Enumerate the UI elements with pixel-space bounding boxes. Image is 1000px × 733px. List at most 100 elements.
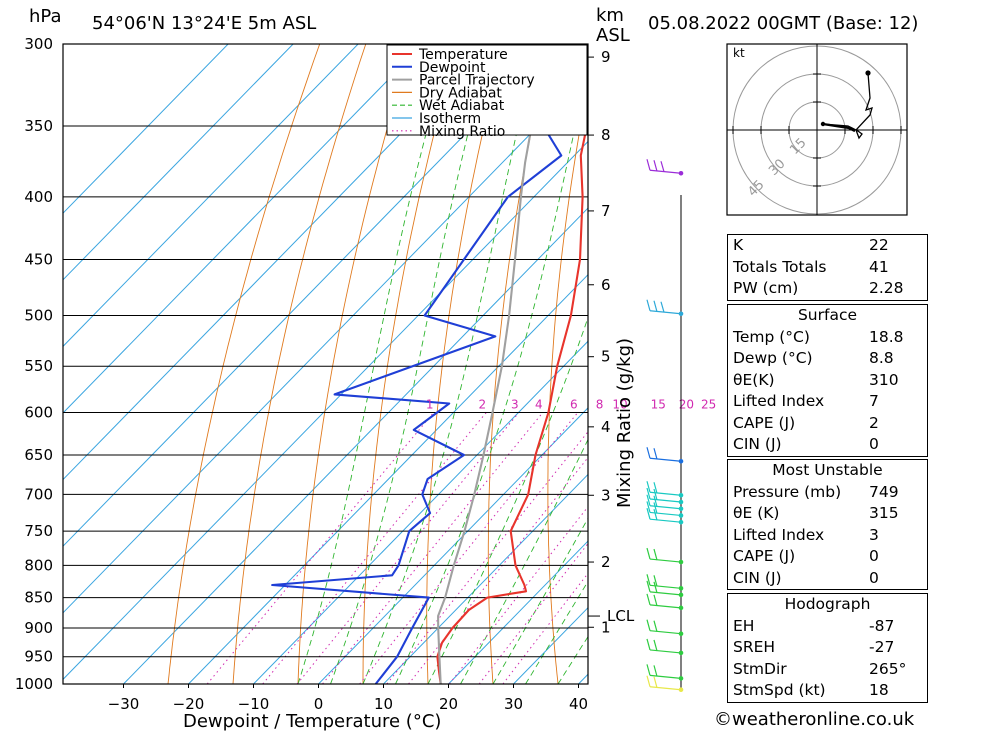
height-tick-label: 3 — [601, 486, 611, 504]
wind-level-dot — [678, 631, 684, 637]
wind-level-dot — [678, 519, 684, 525]
wind-barb-flag — [653, 676, 658, 688]
pressure-tick-label: 1000 — [15, 675, 53, 693]
wind-barb-shaft — [649, 505, 682, 510]
wind-barb-shaft — [649, 518, 682, 523]
wind-barb — [646, 619, 684, 637]
parcel-trajectory-line — [437, 44, 548, 684]
height-tick-label: 4 — [601, 418, 611, 436]
isotherm-line — [383, 473, 588, 684]
wind-barb-shaft — [649, 674, 682, 679]
pressure-tick-label: 350 — [24, 117, 53, 135]
height-tick-label: 6 — [601, 276, 611, 294]
wind-barb — [646, 299, 684, 317]
wind-barb — [646, 508, 684, 525]
location-title: 54°06'N 13°24'E 5m ASL — [92, 13, 316, 34]
index-row: K 22 — [733, 236, 889, 254]
temperature-tick-label: 0 — [314, 695, 324, 713]
wind-barb-flag — [653, 639, 658, 652]
pressure-tick-label: 550 — [24, 357, 53, 375]
temperature-tick-label: −10 — [238, 695, 270, 713]
indices-table: K 22 Totals Totals 41 PW (cm) 2.28 — [727, 234, 928, 301]
surface-row: θE(K) 310 — [733, 370, 899, 389]
wind-barb — [646, 574, 684, 591]
surface-row: Temp (°C) 18.8 — [733, 327, 904, 346]
temperature-tick-label: 40 — [569, 695, 588, 713]
mixing-ratio-label: 20 — [679, 397, 694, 411]
surface-row: CAPE (J) 2 — [733, 413, 879, 432]
dewpoint-line — [271, 44, 563, 684]
wind-barb-shaft — [649, 686, 682, 691]
height-axis: 1 2 3 4 5 6 7 8 9 LCL — [588, 48, 635, 636]
mixing-ratio-label: 2 — [478, 397, 486, 411]
most-unstable-row: CIN (J) 0 — [733, 568, 879, 587]
hodograph-params-title: Hodograph — [784, 595, 871, 613]
wind-barb-shaft — [649, 604, 682, 609]
wind-level-dot — [678, 586, 684, 591]
isotherm-line — [63, 44, 359, 348]
dry-adiabat-line — [918, 44, 1000, 684]
most-unstable-row: θE (K) 315 — [733, 504, 899, 522]
height-tick-label: 5 — [601, 348, 611, 366]
wind-barb-shaft — [649, 457, 682, 462]
pressure-tick-label: 300 — [24, 35, 53, 53]
wind-barb — [646, 447, 684, 464]
wind-barb — [646, 638, 684, 656]
wind-barb-flag — [646, 675, 651, 687]
hodograph-params-row: SREH -27 — [733, 638, 895, 656]
height-tick-label: 2 — [601, 553, 611, 571]
legend-label: Wet Adiabat — [419, 98, 505, 114]
wind-level-dot — [678, 605, 684, 611]
most-unstable-title: Most Unstable — [772, 461, 883, 479]
height-unit-top: km — [596, 5, 624, 26]
wind-barb-flag — [660, 301, 665, 313]
mixing-ratio-axis-label: Mixing Ratio (g/kg) — [614, 338, 635, 508]
mixing-ratio-label: 3 — [511, 397, 519, 411]
hodograph-params-row: StmDir 265° — [733, 659, 907, 678]
temperature-tick-label: −30 — [108, 695, 140, 713]
wind-barb-flag — [646, 447, 651, 459]
height-tick-label: 7 — [601, 202, 611, 220]
wind-barb-flag — [653, 575, 658, 587]
wind-barb-flag — [646, 299, 651, 311]
most-unstable-table: Most Unstable Pressure (mb) 749 θE (K) 315… — [727, 459, 928, 590]
wind-barb — [646, 547, 684, 565]
wind-level-dot — [678, 499, 684, 505]
wind-level-dot — [678, 676, 684, 681]
wind-barb-shaft — [649, 498, 682, 503]
wind-level-dot — [678, 506, 684, 512]
wind-barb-flag — [646, 664, 651, 676]
hodograph-start-dot — [820, 121, 826, 127]
hodograph-low-level — [822, 122, 856, 133]
isotherm-line — [318, 407, 588, 684]
lcl-label: LCL — [607, 607, 635, 625]
wind-level-dot — [678, 458, 684, 464]
pressure-axis: 300 350 400 450 500 550 600 650 700 750 800 850 900 9… — [15, 35, 53, 693]
wind-barb — [646, 664, 684, 681]
legend-label: Isotherm — [419, 111, 481, 127]
wind-barb-shaft — [649, 558, 682, 563]
most-unstable-row: Pressure (mb) 749 — [733, 482, 899, 501]
isotherm-line — [63, 44, 424, 414]
temperature-tick-label: 20 — [439, 695, 458, 713]
wind-barb-flag — [653, 448, 658, 460]
wind-barb-flag — [653, 502, 658, 514]
pressure-tick-label: 600 — [24, 403, 53, 421]
surface-row: CIN (J) 0 — [733, 435, 879, 453]
mixing-ratio-line — [359, 412, 579, 684]
index-row: Totals Totals 41 — [733, 257, 889, 276]
mixing-ratio-label: 10 — [612, 397, 627, 411]
isotherm-line — [63, 140, 588, 681]
wind-barb-flag — [653, 620, 658, 632]
isotherm-line — [63, 44, 489, 481]
pressure-tick-label: 750 — [24, 522, 53, 540]
wind-barb-flag — [660, 161, 665, 172]
wind-barb-shaft — [649, 591, 682, 596]
pressure-lines — [63, 44, 588, 684]
wet-adiabat-line — [395, 66, 588, 684]
wind-barb-shaft — [649, 310, 682, 315]
credit-link[interactable]: ©weatheronline.co.uk — [714, 709, 915, 730]
isotherm-line — [123, 207, 588, 684]
most-unstable-row: CAPE (J) 0 — [733, 547, 879, 565]
mixing-ratio-label: 8 — [596, 397, 604, 411]
